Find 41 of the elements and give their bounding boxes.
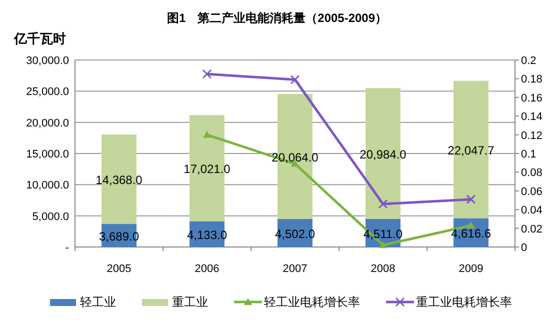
point <box>378 199 388 209</box>
data-label: 22,047.7 <box>448 144 495 158</box>
x-tick-label: 2007 <box>282 263 308 275</box>
point <box>203 130 211 138</box>
y-tick-label: 20,000.0 <box>26 117 69 130</box>
y2-tick-label: 0.04 <box>521 204 542 217</box>
y2-tick-label: 0.2 <box>521 55 536 67</box>
legend-label: 轻工业电耗增长率 <box>264 295 360 309</box>
y2-tick-label: 0 <box>521 242 528 254</box>
chart-title: 图1 第二产业电能消耗量（2005-2009） <box>166 11 388 25</box>
x-tick-label: 2008 <box>370 263 396 275</box>
legend-label: 轻工业 <box>80 295 116 309</box>
y2-tick-label: 0.1 <box>521 148 536 160</box>
x-tick-label: 2005 <box>106 263 132 275</box>
y-tick-label: - <box>65 242 70 254</box>
point <box>202 69 212 79</box>
legend-label: 重工业电耗增长率 <box>416 295 512 309</box>
x-tick-label: 2009 <box>458 263 484 275</box>
data-label: 17,021.0 <box>184 162 231 176</box>
legend-label: 重工业 <box>172 295 208 309</box>
x-tick-label: 2006 <box>194 263 220 275</box>
y2-tick-label: 0.08 <box>521 167 542 180</box>
y-tick-label: 25,000.0 <box>26 86 69 98</box>
y-tick-label: 10,000.0 <box>26 180 69 192</box>
y2-tick-label: 0.14 <box>521 111 542 124</box>
y-axis-title: 亿千瓦时 <box>13 31 66 46</box>
data-label: 20,064.0 <box>272 150 319 164</box>
point <box>466 194 476 204</box>
y2-tick-label: 0.06 <box>521 186 542 198</box>
y2-tick-label: 0.16 <box>521 92 542 104</box>
data-label: 20,984.0 <box>360 147 407 162</box>
y2-tick-label: 0.12 <box>521 130 542 142</box>
y2-tick-label: 0.02 <box>521 223 542 236</box>
point <box>379 241 387 248</box>
point <box>290 74 300 84</box>
y-tick-label: 15,000.0 <box>26 148 69 160</box>
y-tick-label: 30,000.0 <box>26 55 69 67</box>
y2-tick-label: 0.18 <box>521 74 542 86</box>
y-tick-label: 5,000.0 <box>32 210 69 223</box>
data-label: 14,368.0 <box>96 173 143 188</box>
point <box>467 221 475 228</box>
